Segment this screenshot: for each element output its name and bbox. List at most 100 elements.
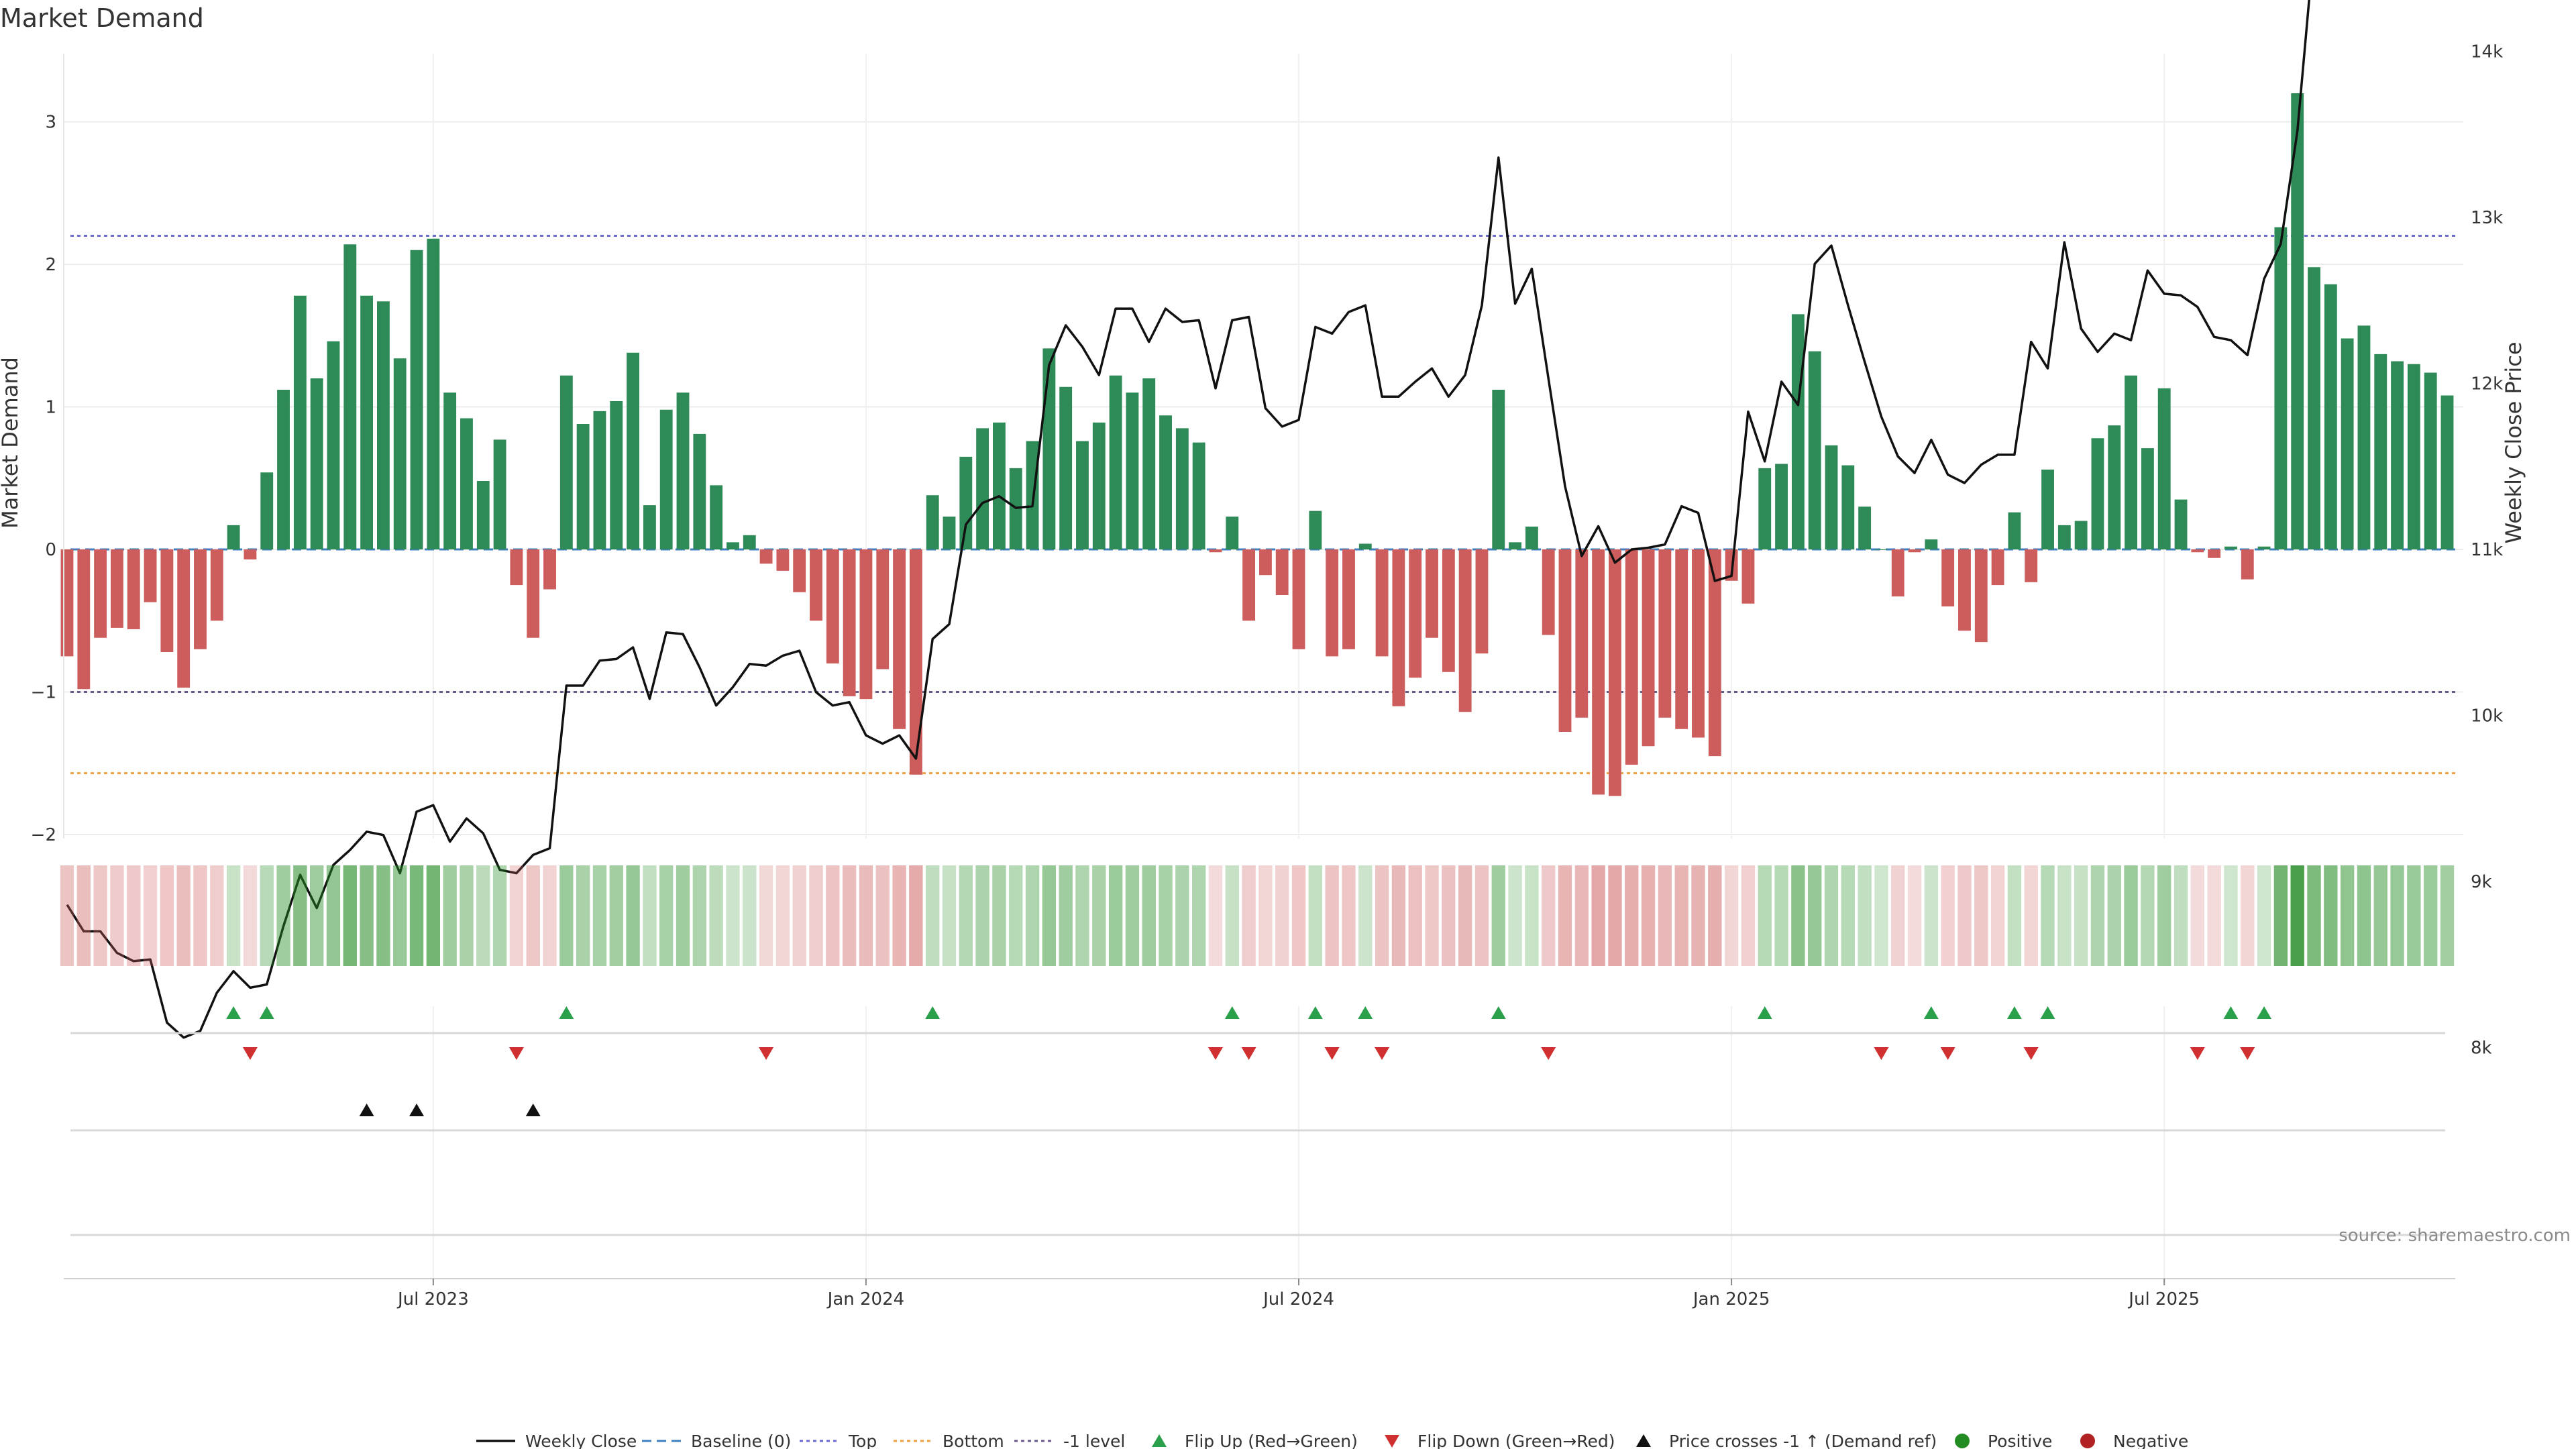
heat-cell [759,865,773,966]
right-tick-label: 11k [2471,540,2503,560]
heat-cell [260,865,274,966]
demand-bar [1142,378,1156,549]
demand-bar [1392,549,1405,706]
legend-swatch [1955,1434,1970,1448]
heat-cell [1108,865,1123,966]
demand-bar [727,542,739,549]
demand-bar [643,505,656,549]
demand-bar [2424,372,2437,549]
demand-bar [1426,549,1438,638]
left-tick-label: 3 [45,113,56,133]
heat-cell [2273,865,2288,966]
heat-cell [775,865,790,966]
legend-swatch [1385,1435,1399,1448]
legend-label: Negative [2113,1432,2188,1449]
right-axis-label: Weekly Close Price [2501,341,2526,543]
heat-cell [2007,865,2022,966]
demand-bar [443,392,457,549]
heat-cell [492,865,507,966]
demand-bar [1059,386,1073,549]
demand-bar [1492,390,1505,549]
demand-bar [2074,521,2088,549]
demand-bar [60,549,74,657]
demand-bar [959,456,973,549]
heat-cell [2390,865,2404,966]
demand-bar [1326,549,1339,657]
heat-cell [743,865,757,966]
heat-cell [1308,865,1323,966]
right-tick-label: 14k [2471,42,2503,62]
heat-cell [1625,865,1639,966]
flip-down-marker [2023,1047,2039,1060]
heat-cell [326,865,341,966]
demand-bar [1409,549,1422,678]
demand-bar [2125,375,2138,549]
demand-bar [1758,468,1772,549]
demand-bar [676,392,690,549]
heat-cell [559,865,574,966]
heat-cell [393,865,407,966]
heat-cell [1059,865,1073,966]
flip-up-marker [2006,1006,2022,1019]
heat-cell [1442,865,1456,966]
legend-swatch [1152,1434,1167,1447]
heat-cell [2424,865,2438,966]
legend-label: Flip Down (Green→Red) [1417,1432,1615,1449]
demand-bar [1042,348,1056,549]
heat-cell [193,865,207,966]
heat-cell [926,865,940,966]
heat-cell [1758,865,1772,966]
heat-cell [1159,865,1173,966]
heat-cell [643,865,657,966]
demand-bar [759,549,773,564]
heat-cell [1358,865,1373,966]
heat-cell [2057,865,2072,966]
demand-bar [1775,464,1788,549]
heat-cell [76,865,91,966]
demand-bar [2391,361,2404,549]
heat-cell [1491,865,1505,966]
demand-bar [227,525,240,549]
heat-cell [959,865,973,966]
heat-cell [692,865,706,966]
demand-bar [826,549,839,663]
heat-cell [859,865,873,966]
demand-bar [543,549,556,590]
heat-cell [709,865,723,966]
demand-bar [1974,549,1988,643]
demand-bar [177,549,191,688]
heat-cell [1042,865,1057,966]
left-tick-label: 0 [45,540,56,560]
heat-cell [1791,865,1805,966]
heat-cell [1208,865,1223,966]
demand-bar [2241,549,2254,580]
demand-bar [460,418,473,549]
demand-bar [1841,465,1855,549]
heat-cell [809,865,823,966]
demand-bar [926,495,939,549]
flip-up-marker [2223,1006,2239,1019]
demand-bar [559,375,573,549]
heat-cell [2090,865,2105,966]
demand-bar [710,485,723,549]
flip-up-marker [226,1006,241,1019]
demand-bar [510,549,523,586]
flip-up-marker [1923,1006,1939,1019]
demand-bar [1342,549,1355,649]
demand-bar [859,549,873,700]
heat-cell [792,865,806,966]
demand-bar [992,422,1006,549]
demand-bar [659,409,673,549]
demand-bar [527,549,540,638]
heat-cell [892,865,906,966]
chart-title: Market Demand [0,3,204,33]
weekly-close-line [66,0,2310,1039]
heat-cell [509,865,524,966]
legend-label: Weekly Close [525,1432,637,1449]
right-axis: 16k15k14k13k12k11k10k9k8k [2471,42,2503,1059]
flip-down-marker [2190,1047,2205,1060]
demand-bar [2440,395,2454,549]
demand-bar [1941,549,1955,606]
demand-bar [493,439,506,549]
heat-cell [1808,865,1822,966]
